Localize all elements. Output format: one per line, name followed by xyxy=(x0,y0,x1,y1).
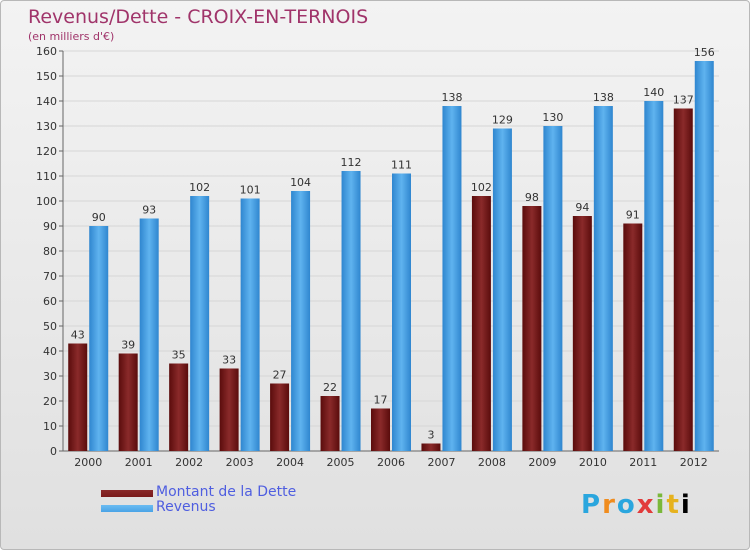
bar-revenus xyxy=(291,191,311,451)
x-tick-label: 2006 xyxy=(377,456,405,469)
y-tick-label: 100 xyxy=(36,195,57,208)
data-label-revenus: 138 xyxy=(593,91,614,104)
legend-label-revenus: Revenus xyxy=(156,499,216,515)
y-tick-label: 160 xyxy=(36,45,57,58)
bar-revenus xyxy=(190,196,210,451)
data-label-dette: 17 xyxy=(374,394,388,407)
data-label-dette: 43 xyxy=(71,329,85,342)
data-label-revenus: 90 xyxy=(92,211,106,224)
x-tick-label: 2001 xyxy=(125,456,153,469)
y-tick-label: 0 xyxy=(50,445,57,458)
data-label-dette: 33 xyxy=(222,354,236,367)
data-label-dette: 91 xyxy=(626,209,640,222)
x-tick-label: 2008 xyxy=(478,456,506,469)
y-tick-label: 90 xyxy=(43,220,57,233)
y-tick-label: 150 xyxy=(36,70,57,83)
x-tick-label: 2000 xyxy=(74,456,102,469)
bar-revenus xyxy=(392,173,411,451)
bar-dette xyxy=(270,383,290,451)
bar-dette xyxy=(219,368,239,451)
legend-swatch-revenus xyxy=(101,505,153,512)
data-label-dette: 94 xyxy=(575,201,589,214)
data-label-dette: 39 xyxy=(121,339,135,352)
bar-revenus xyxy=(89,226,109,451)
bar-dette xyxy=(421,443,441,451)
data-label-revenus: 104 xyxy=(290,176,311,189)
data-label-dette: 3 xyxy=(427,429,434,442)
bar-dette xyxy=(522,206,542,451)
bar-revenus xyxy=(442,106,462,451)
data-label-revenus: 112 xyxy=(341,156,362,169)
y-tick-label: 80 xyxy=(43,245,57,258)
x-tick-label: 2002 xyxy=(175,456,203,469)
y-tick-label: 50 xyxy=(43,320,57,333)
x-tick-label: 2011 xyxy=(629,456,657,469)
data-label-revenus: 93 xyxy=(142,204,156,217)
y-tick-label: 30 xyxy=(43,370,57,383)
legend-swatch-dette xyxy=(101,490,153,497)
y-tick-label: 120 xyxy=(36,145,57,158)
bar-revenus xyxy=(240,198,260,451)
bar-dette xyxy=(320,396,340,451)
x-tick-label: 2007 xyxy=(427,456,455,469)
chart-title: Revenus/Dette - CROIX-EN-TERNOIS xyxy=(28,6,369,28)
bar-dette xyxy=(68,343,88,451)
bar-revenus xyxy=(644,101,664,451)
bar-dette xyxy=(471,196,491,451)
y-tick-label: 140 xyxy=(36,95,57,108)
chart-subtitle: (en milliers d'€) xyxy=(28,30,115,43)
data-label-dette: 137 xyxy=(673,94,694,107)
bar-dette xyxy=(169,363,189,451)
x-tick-label: 2004 xyxy=(276,456,304,469)
y-tick-label: 60 xyxy=(43,295,57,308)
data-label-dette: 22 xyxy=(323,381,337,394)
y-tick-label: 40 xyxy=(43,345,57,358)
bar-revenus xyxy=(543,126,563,451)
x-tick-label: 2003 xyxy=(226,456,254,469)
data-label-revenus: 138 xyxy=(441,91,462,104)
data-label-dette: 98 xyxy=(525,191,539,204)
bar-revenus xyxy=(139,218,159,451)
bar-dette xyxy=(118,353,138,451)
bar-revenus xyxy=(694,61,714,451)
bar-dette xyxy=(572,216,592,451)
data-label-revenus: 130 xyxy=(542,111,563,124)
x-tick-label: 2009 xyxy=(528,456,556,469)
bar-revenus xyxy=(492,128,512,451)
data-label-dette: 35 xyxy=(172,349,186,362)
data-label-revenus: 111 xyxy=(391,159,412,172)
proxiti-logo: Proxiti xyxy=(581,490,692,520)
x-tick-label: 2010 xyxy=(579,456,607,469)
data-label-dette: 27 xyxy=(273,369,287,382)
y-tick-label: 130 xyxy=(36,120,57,133)
bar-revenus xyxy=(593,106,613,451)
data-label-revenus: 156 xyxy=(694,46,715,59)
data-label-dette: 102 xyxy=(471,181,492,194)
y-tick-label: 110 xyxy=(36,170,57,183)
data-label-revenus: 129 xyxy=(492,114,513,127)
data-label-revenus: 101 xyxy=(240,184,261,197)
bar-revenus xyxy=(341,171,361,451)
bar-dette xyxy=(673,108,693,451)
bar-dette xyxy=(371,408,390,451)
y-tick-label: 70 xyxy=(43,270,57,283)
x-tick-label: 2012 xyxy=(680,456,708,469)
y-tick-label: 20 xyxy=(43,395,57,408)
bar-dette xyxy=(623,223,643,451)
data-label-revenus: 140 xyxy=(643,86,664,99)
data-label-revenus: 102 xyxy=(189,181,210,194)
y-tick-label: 10 xyxy=(43,420,57,433)
x-tick-label: 2005 xyxy=(327,456,355,469)
legend-label-dette: Montant de la Dette xyxy=(156,484,297,500)
